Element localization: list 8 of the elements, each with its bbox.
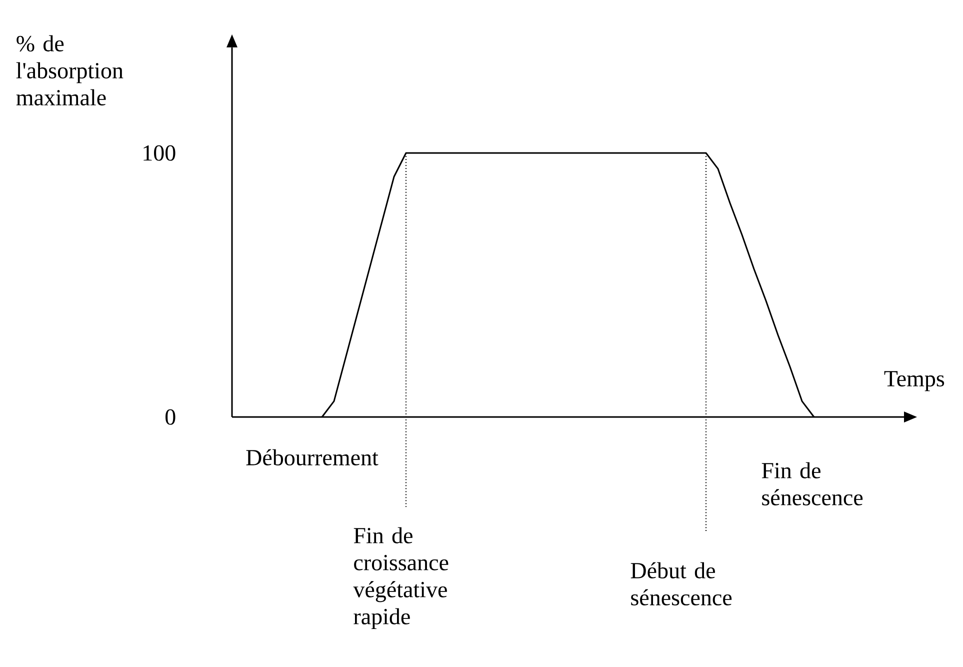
text: Fin de sénescence — [762, 462, 863, 506]
y-tick-label: 100 — [144, 145, 176, 161]
text: Début de sénescence — [630, 562, 732, 606]
y-axis-title: % de l'absorption maximale — [16, 35, 124, 106]
y-tick-label: 0 — [166, 409, 176, 425]
x-axis-title: Temps — [884, 371, 944, 392]
text: Fin de croissance végétative rapide — [353, 527, 448, 630]
text: Débourrement — [246, 449, 378, 466]
